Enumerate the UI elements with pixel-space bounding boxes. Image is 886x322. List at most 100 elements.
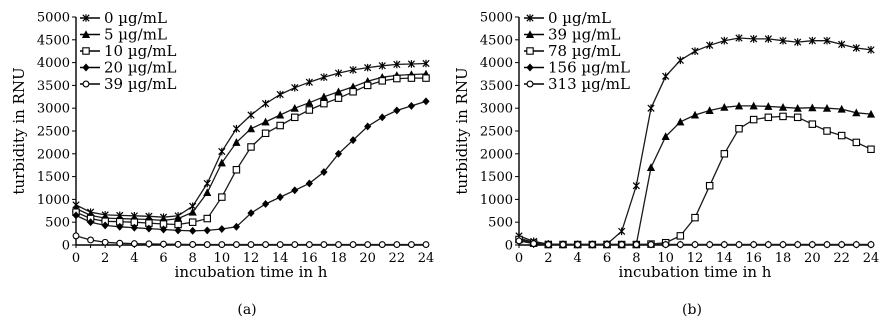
data-point xyxy=(364,63,372,72)
data-point xyxy=(203,179,211,188)
y-tick-label: 3000 xyxy=(37,102,70,117)
data-point xyxy=(647,241,655,248)
y-tick-label: 4000 xyxy=(480,56,513,71)
legend-entry: 156 µg/mL xyxy=(524,59,630,77)
data-point xyxy=(764,35,772,43)
data-point xyxy=(291,186,299,195)
data-point xyxy=(261,129,270,138)
data-point xyxy=(378,113,386,122)
data-point xyxy=(705,106,714,114)
series-3 xyxy=(72,74,430,229)
series-4 xyxy=(72,97,430,235)
data-point xyxy=(867,145,875,153)
data-point xyxy=(407,101,416,110)
data-point xyxy=(101,221,109,230)
data-point xyxy=(407,60,416,68)
panel-label: (b) xyxy=(682,302,702,318)
data-point xyxy=(779,36,787,45)
y-tick-label: 1500 xyxy=(480,170,513,185)
data-point xyxy=(290,113,299,122)
data-point xyxy=(232,222,241,231)
data-point xyxy=(349,66,357,74)
y-tick-label: 3500 xyxy=(37,79,70,94)
data-point xyxy=(174,240,182,248)
x-tick-label: 0 xyxy=(515,251,523,266)
x-tick-label: 6 xyxy=(159,251,167,266)
data-point xyxy=(407,74,416,82)
data-point xyxy=(378,241,386,248)
data-point xyxy=(291,83,299,92)
data-point xyxy=(808,120,817,128)
data-point xyxy=(749,115,758,124)
data-point xyxy=(676,241,684,248)
data-point xyxy=(203,188,212,197)
data-point xyxy=(335,241,342,248)
y-tick-label: 1000 xyxy=(480,193,513,208)
data-point xyxy=(837,104,846,113)
data-point xyxy=(291,241,299,248)
data-point xyxy=(174,226,182,235)
data-point xyxy=(422,241,430,248)
data-point xyxy=(393,241,401,248)
y-tick-label: 2000 xyxy=(480,147,513,162)
data-point xyxy=(218,193,226,201)
data-point xyxy=(217,158,226,167)
y-axis-label: turbidity in RNU xyxy=(10,67,28,194)
data-point xyxy=(305,241,313,248)
data-point xyxy=(852,138,861,147)
data-point xyxy=(203,214,212,223)
legend-label: 0 µg/mL xyxy=(548,9,611,27)
x-tick-label: 22 xyxy=(833,251,850,266)
legend-label: 78 µg/mL xyxy=(548,42,620,60)
data-point xyxy=(203,241,211,248)
data-point xyxy=(676,232,685,240)
data-point xyxy=(764,102,773,110)
legend-marker xyxy=(82,80,90,88)
data-point xyxy=(808,36,816,45)
y-axis-label: turbidity in RNU xyxy=(453,67,471,194)
x-tick-label: 6 xyxy=(603,251,611,266)
legend-label: 10 µg/mL xyxy=(104,42,176,60)
data-point xyxy=(276,193,284,202)
data-point xyxy=(823,241,831,248)
data-point xyxy=(203,226,211,235)
series-3 xyxy=(515,112,875,249)
data-point xyxy=(218,241,226,248)
x-axis-label: incubation time in h xyxy=(175,263,328,281)
y-tick-label: 4000 xyxy=(37,56,70,71)
data-point xyxy=(276,241,284,248)
x-tick-label: 4 xyxy=(130,251,138,266)
data-point xyxy=(838,40,846,49)
data-point xyxy=(130,240,138,248)
data-point xyxy=(720,103,729,111)
legend-entry: 313 µg/mL xyxy=(524,75,630,93)
data-point xyxy=(706,241,714,248)
data-point xyxy=(145,240,153,248)
data-point xyxy=(101,238,109,246)
data-point xyxy=(618,241,626,248)
data-point xyxy=(276,110,285,119)
data-point xyxy=(778,103,788,111)
data-point xyxy=(232,124,241,133)
data-point xyxy=(735,124,743,133)
data-point xyxy=(86,218,95,227)
x-tick-label: 8 xyxy=(632,251,640,266)
data-point xyxy=(422,74,430,82)
data-point xyxy=(378,61,386,70)
data-point xyxy=(603,241,611,248)
data-point xyxy=(779,112,787,121)
legend-marker xyxy=(526,47,534,55)
legend-entry: 0 µg/mL xyxy=(524,9,611,27)
data-point xyxy=(320,73,328,81)
x-tick-label: 10 xyxy=(657,251,674,266)
data-point xyxy=(661,132,670,140)
data-point xyxy=(393,106,401,115)
data-point xyxy=(393,60,401,69)
legend-marker xyxy=(82,47,90,55)
data-point xyxy=(189,226,197,235)
legend-marker xyxy=(526,80,534,88)
data-point xyxy=(189,241,197,248)
data-point xyxy=(320,168,328,176)
y-tick-label: 5000 xyxy=(37,11,70,26)
